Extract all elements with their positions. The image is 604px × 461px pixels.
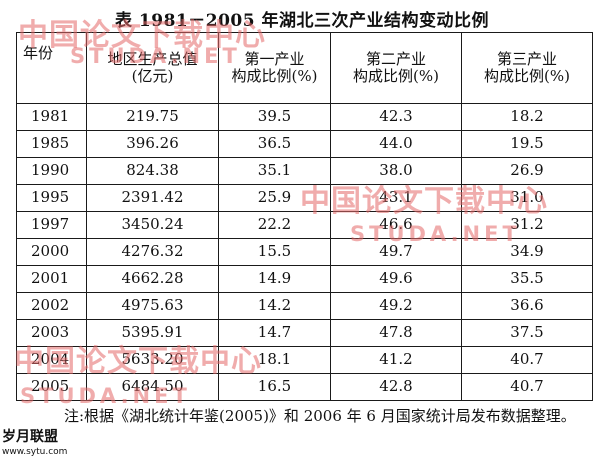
- table-row: 1981 219.75 39.5 42.3 18.2: [16, 103, 593, 131]
- cell-gdp: 4276.32: [86, 238, 219, 266]
- cell-tertiary: 35.5: [461, 265, 593, 293]
- cell-primary: 36.5: [218, 130, 331, 158]
- header-year: 年份: [16, 32, 87, 104]
- cell-primary: 14.2: [218, 292, 331, 320]
- cell-tertiary: 31.0: [461, 184, 593, 212]
- table-row: 2003 5395.91 14.7 47.8 37.5: [16, 319, 593, 347]
- table-note: 注:根据《湖北统计年鉴(2005)》和 2006 年 6 月国家统计局发布数据整…: [64, 407, 576, 425]
- cell-tertiary: 31.2: [461, 211, 593, 239]
- table-row: 1990 824.38 35.1 38.0 26.9: [16, 157, 593, 185]
- cell-secondary: 42.8: [330, 373, 462, 401]
- table-row: 2002 4975.63 14.2 49.2 36.6: [16, 292, 593, 320]
- cell-secondary: 49.2: [330, 292, 462, 320]
- cell-primary: 14.9: [218, 265, 331, 293]
- cell-secondary: 38.0: [330, 157, 462, 185]
- cell-gdp: 4975.63: [86, 292, 219, 320]
- header-tertiary: 第三产业 构成比例(%): [461, 32, 593, 104]
- cell-year: 2001: [16, 265, 87, 293]
- header-gdp: 地区生产总值 (亿元): [86, 32, 219, 104]
- cell-primary: 18.1: [218, 346, 331, 374]
- cell-year: 2002: [16, 292, 87, 320]
- cell-tertiary: 18.2: [461, 103, 593, 131]
- cell-secondary: 41.2: [330, 346, 462, 374]
- cell-year: 1981: [16, 103, 87, 131]
- cell-secondary: 42.3: [330, 103, 462, 131]
- cell-primary: 16.5: [218, 373, 331, 401]
- cell-secondary: 44.0: [330, 130, 462, 158]
- cell-year: 1990: [16, 157, 87, 185]
- cell-year: 2003: [16, 319, 87, 347]
- table-row: 1985 396.26 36.5 44.0 19.5: [16, 130, 593, 158]
- table-row: 2005 6484.50 16.5 42.8 40.7: [16, 373, 593, 401]
- cell-year: 1995: [16, 184, 87, 212]
- cell-tertiary: 40.7: [461, 346, 593, 374]
- site-logo[interactable]: 岁月联盟 www.sytu.com: [2, 426, 67, 457]
- cell-year: 1997: [16, 211, 87, 239]
- cell-year: 2005: [16, 373, 87, 401]
- cell-secondary: 49.6: [330, 265, 462, 293]
- cell-gdp: 3450.24: [86, 211, 219, 239]
- header-primary: 第一产业 构成比例(%): [218, 32, 331, 104]
- table-row: 2004 5633.20 18.1 41.2 40.7: [16, 346, 593, 374]
- cell-tertiary: 26.9: [461, 157, 593, 185]
- data-table: 年份 地区生产总值 (亿元) 第一产业 构成比例(%) 第二产业 构成比例(%) 第三…: [16, 32, 593, 401]
- table-row: 1997 3450.24 22.2 46.6 31.2: [16, 211, 593, 239]
- cell-primary: 14.7: [218, 319, 331, 347]
- logo-name: 岁月联盟: [2, 429, 58, 445]
- cell-gdp: 2391.42: [86, 184, 219, 212]
- cell-primary: 25.9: [218, 184, 331, 212]
- cell-gdp: 5633.20: [86, 346, 219, 374]
- cell-gdp: 824.38: [86, 157, 219, 185]
- table-title: 表 1981－2005 年湖北三次产业结构变动比例: [115, 11, 489, 31]
- header-secondary: 第二产业 构成比例(%): [330, 32, 462, 104]
- cell-tertiary: 37.5: [461, 319, 593, 347]
- cell-year: 2000: [16, 238, 87, 266]
- cell-tertiary: 34.9: [461, 238, 593, 266]
- cell-gdp: 396.26: [86, 130, 219, 158]
- cell-tertiary: 40.7: [461, 373, 593, 401]
- cell-gdp: 5395.91: [86, 319, 219, 347]
- cell-gdp: 4662.28: [86, 265, 219, 293]
- cell-year: 1985: [16, 130, 87, 158]
- cell-primary: 22.2: [218, 211, 331, 239]
- table-row: 1995 2391.42 25.9 43.1 31.0: [16, 184, 593, 212]
- table-row: 2001 4662.28 14.9 49.6 35.5: [16, 265, 593, 293]
- header-row: 年份 地区生产总值 (亿元) 第一产业 构成比例(%) 第二产业 构成比例(%) 第三…: [16, 32, 593, 104]
- table-row: 2000 4276.32 15.5 49.7 34.9: [16, 238, 593, 266]
- cell-secondary: 49.7: [330, 238, 462, 266]
- cell-primary: 39.5: [218, 103, 331, 131]
- cell-secondary: 43.1: [330, 184, 462, 212]
- cell-year: 2004: [16, 346, 87, 374]
- logo-url: www.sytu.com: [2, 447, 68, 457]
- cell-gdp: 219.75: [86, 103, 219, 131]
- cell-tertiary: 19.5: [461, 130, 593, 158]
- cell-secondary: 46.6: [330, 211, 462, 239]
- cell-tertiary: 36.6: [461, 292, 593, 320]
- cell-primary: 15.5: [218, 238, 331, 266]
- cell-secondary: 47.8: [330, 319, 462, 347]
- cell-gdp: 6484.50: [86, 373, 219, 401]
- cell-primary: 35.1: [218, 157, 331, 185]
